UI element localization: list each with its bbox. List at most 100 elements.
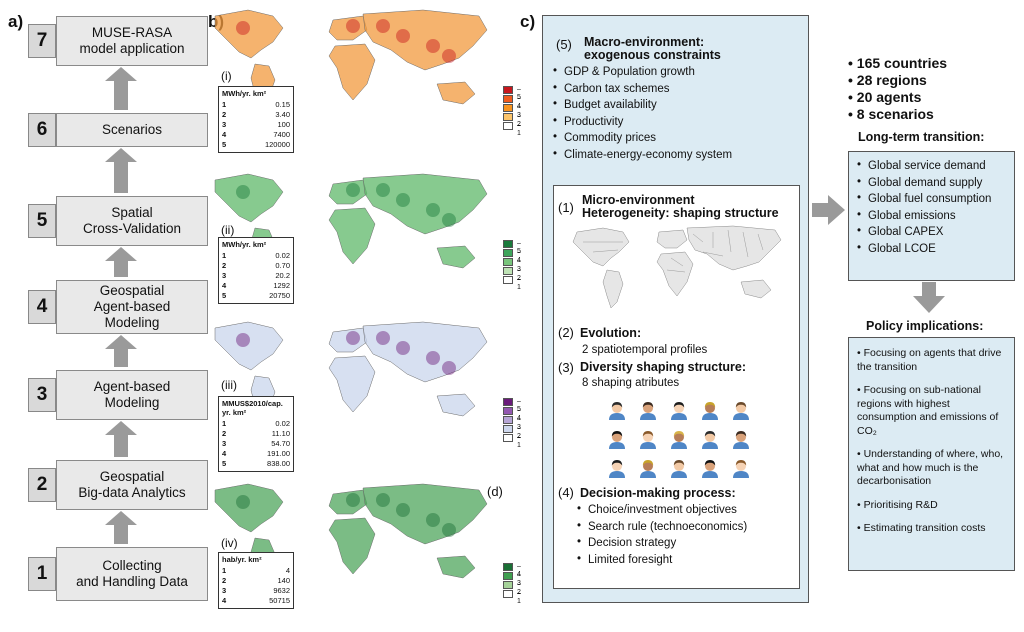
legend-row: 4 7400 [222,130,290,140]
legend-value: 11.10 [271,429,290,438]
policy-item: • Prioritising R&D [857,498,938,511]
legend-class: 4 [222,596,227,605]
scale-swatch [503,416,513,424]
legend-class: 4 [222,281,227,290]
map-roman-label: (ii) [221,223,235,237]
scale-swatch [503,590,513,598]
stats-list: • 165 countries • 28 regions • 20 agents • … [848,55,947,123]
scale-swatch [503,249,513,257]
map-legend-table: MWh/yr. km² 1 0.15 2 3.40 3 100 4 7400 5 120000 [218,86,294,153]
list-item: Global CAPEX [857,225,1014,238]
step-number-5: 5 [28,204,56,238]
legend-value: 0.15 [275,100,290,109]
micro-title: Micro-environment Heterogeneity: shaping… [582,193,779,220]
legend-class: 5 [222,140,227,149]
step-box-3: Agent-based Modeling [56,370,208,420]
scale-label: – 3 [517,104,521,119]
person-avatar-icon [671,402,687,420]
legend-class: 3 [222,271,227,280]
step-box-4: Geospatial Agent-based Modeling [56,280,208,334]
legend-value: 4 [285,566,290,575]
scale-label: – 1 [517,122,521,137]
scale-label: – 4 [517,95,521,110]
scale-label: – 3 [517,416,521,431]
list-item: Commodity prices [553,131,732,144]
legend-value: 0.70 [275,261,290,270]
micro-number: (1) [558,200,574,215]
legend-row: 2 3.40 [222,110,290,120]
person-avatar-icon [640,402,656,420]
legend-row: 3 54.70 [222,439,290,449]
person-avatar-icon [733,460,749,478]
list-item: Global LCOE [857,242,1014,255]
macro-number: (5) [556,37,572,52]
person-avatar-icon [609,460,625,478]
list-item: Budget availability [553,98,732,111]
legend-value: 1292 [273,281,290,290]
transition-title: Long-term transition: [858,130,985,144]
list-item: Global demand supply [857,176,1014,189]
policy-item: • Focusing on sub-national regions with … [857,384,999,437]
scale-swatch [503,434,513,442]
step-number-4: 4 [28,290,56,324]
legend-row: 3 20.2 [222,271,290,281]
person-avatar-icon [640,460,656,478]
list-item: Global emissions [857,209,1014,222]
legend-class: 1 [222,100,227,109]
map-roman-label: (i) [221,69,232,83]
map-roman-label: (iii) [221,378,237,392]
scale-swatch [503,122,513,130]
person-avatar-icon [702,460,718,478]
step-box-6: Scenarios [56,113,208,147]
legend-value: 9632 [273,586,290,595]
legend-class: 4 [222,449,227,458]
scale-label: – 1 [517,434,521,449]
scale-swatch [503,563,513,571]
legend-value: 140 [277,576,290,585]
list-item: Climate-energy-economy system [553,148,732,161]
scale-swatch [503,113,513,121]
step-box-7: MUSE-RASA model application [56,16,208,66]
scale-label: – 5 [517,86,521,101]
scale-label: – 3 [517,258,521,273]
micro-world-map [572,225,782,309]
transition-list: Global service demand Global demand suppl… [857,159,1014,255]
policy-item: • Focusing on agents that drive the tran… [857,347,1002,373]
legend-class: 2 [222,576,227,585]
list-item: Productivity [553,115,732,128]
step-number-1: 1 [28,557,56,591]
up-arrow-icon [105,335,137,367]
panel-a-label: a) [8,12,24,31]
up-arrow-icon [105,67,137,110]
legend-row: 1 0.02 [222,419,290,429]
legend-unit: MWh/yr. km² [222,89,267,98]
person-avatar-icon [671,460,687,478]
diversity-title: Diversity shaping structure: [580,360,747,374]
legend-row: 1 0.15 [222,100,290,110]
world-map-4 [214,483,488,585]
legend-row: 2 140 [222,576,290,586]
list-item: Carbon tax schemes [553,82,732,95]
stat-item: • 8 scenarios [848,106,934,122]
scale-label: – 3 [517,572,521,587]
legend-value: 54.70 [271,439,290,448]
legend-class: 5 [222,459,227,468]
person-avatar-icon [702,431,718,449]
transition-box: Global service demand Global demand suppl… [848,151,1015,281]
legend-class: 5 [222,291,227,300]
up-arrow-icon [105,247,137,277]
legend-row: 4 50715 [222,596,290,606]
scale-swatch [503,425,513,433]
list-item: GDP & Population growth [553,65,732,78]
legend-row: 2 0.70 [222,261,290,271]
legend-value: 20.2 [275,271,290,280]
legend-value: 0.02 [275,251,290,260]
scale-label: – 2 [517,267,521,282]
map-legend-table: MWh/yr. km² 1 0.02 2 0.70 3 20.2 4 1292 5 20750 [218,237,294,304]
scale-label: – 5 [517,398,521,413]
policy-box: • Focusing on agents that drive the tran… [848,337,1015,571]
legend-row: 5 20750 [222,291,290,301]
diversity-number: (3) [558,360,574,375]
legend-class: 3 [222,439,227,448]
